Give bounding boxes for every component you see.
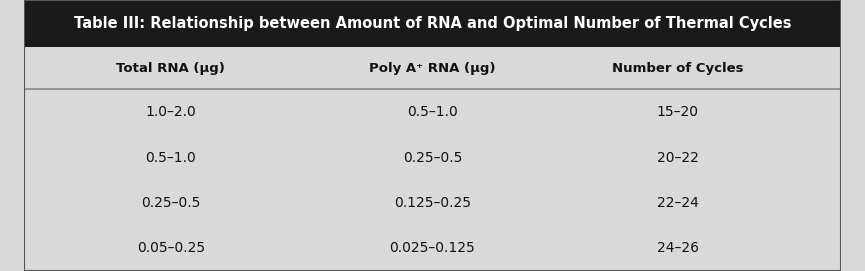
FancyBboxPatch shape <box>23 89 842 135</box>
Text: 0.5–1.0: 0.5–1.0 <box>145 150 196 164</box>
FancyBboxPatch shape <box>23 180 842 225</box>
FancyBboxPatch shape <box>23 47 842 89</box>
Text: Table III: Relationship between Amount of RNA and Optimal Number of Thermal Cycl: Table III: Relationship between Amount o… <box>74 16 791 31</box>
Text: 0.25–0.5: 0.25–0.5 <box>141 196 201 210</box>
Text: 1.0–2.0: 1.0–2.0 <box>145 105 196 119</box>
FancyBboxPatch shape <box>23 0 842 47</box>
Text: 22–24: 22–24 <box>657 196 699 210</box>
Text: 0.25–0.5: 0.25–0.5 <box>403 150 462 164</box>
Text: 20–22: 20–22 <box>657 150 699 164</box>
Text: 0.125–0.25: 0.125–0.25 <box>394 196 471 210</box>
Text: 24–26: 24–26 <box>657 241 699 255</box>
Text: 15–20: 15–20 <box>657 105 699 119</box>
Text: 0.025–0.125: 0.025–0.125 <box>389 241 476 255</box>
Text: 0.5–1.0: 0.5–1.0 <box>407 105 458 119</box>
Text: 0.05–0.25: 0.05–0.25 <box>137 241 205 255</box>
FancyBboxPatch shape <box>23 135 842 180</box>
Text: Total RNA (μg): Total RNA (μg) <box>116 62 225 75</box>
Text: Number of Cycles: Number of Cycles <box>612 62 744 75</box>
Text: Poly A⁺ RNA (μg): Poly A⁺ RNA (μg) <box>369 62 496 75</box>
FancyBboxPatch shape <box>23 225 842 271</box>
